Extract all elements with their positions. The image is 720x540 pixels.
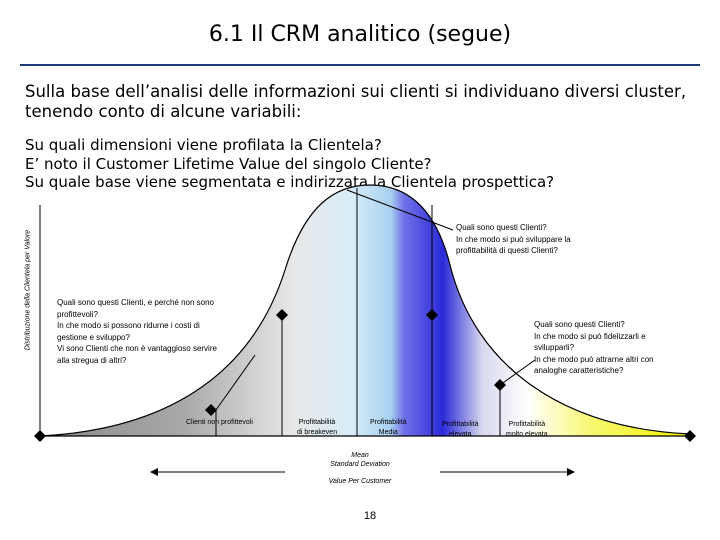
diamond-marker [684, 430, 696, 442]
segment-label-very-high: Profittabilità molto elevata [506, 421, 548, 438]
callout-pointer [215, 354, 256, 411]
mean-label: Mean [351, 452, 369, 459]
diamond-marker [276, 309, 288, 321]
page-title: 6.1 Il CRM analitico (segue) [208, 22, 512, 47]
diamond-marker [205, 404, 217, 416]
segment-label-breakeven: Profittabilità di breakeven [297, 419, 338, 436]
segment-label-unprofitable: Clienti non profittevoli [186, 419, 253, 426]
diamond-marker [426, 309, 438, 321]
callout-pointer [346, 189, 454, 231]
arrow-right-icon [567, 468, 575, 476]
diamond-marker [494, 379, 506, 391]
question-item: Su quale base viene segmentata e indiriz… [25, 173, 555, 191]
question-item: E’ noto il Customer Lifetime Value del s… [25, 154, 432, 173]
page-number: 18 [363, 510, 377, 522]
segment-label-high: Profittabilità elevata [442, 421, 479, 438]
diamond-markers [34, 309, 696, 442]
callout-left: Quali sono questi Clienti, e perché non … [57, 298, 217, 365]
questions-list: Su quali dimensioni viene profilata la C… [25, 136, 695, 192]
title-divider [20, 64, 700, 66]
diamond-marker [34, 430, 46, 442]
bell-curve [39, 184, 691, 437]
std-deviation-label: Standard Deviation [330, 461, 390, 468]
callout-pointer [499, 359, 536, 386]
callout-right: Quali sono questi Clienti? In che modo s… [534, 320, 654, 375]
x-axis-label: Value Per Customer [328, 478, 392, 485]
intro-text: Sulla base dell’analisi delle informazio… [25, 82, 687, 121]
callout-top-right: Quali sono questi Clienti? In che modo s… [456, 223, 571, 255]
arrow-left-icon [150, 468, 158, 476]
segment-label-medium: Profittabilità Media [370, 419, 407, 436]
question-item: Su quali dimensioni viene profilata la C… [25, 136, 382, 154]
